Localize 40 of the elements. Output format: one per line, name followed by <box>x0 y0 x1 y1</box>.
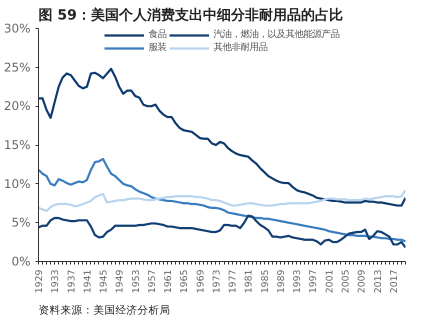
x-tick-label: 1985 <box>260 269 271 294</box>
x-tick-label: 1993 <box>292 269 304 294</box>
x-tick-label: 2009 <box>356 269 368 294</box>
x-tick-label: 1981 <box>244 269 255 294</box>
y-tick-label: 0% <box>11 254 31 268</box>
legend-label: 服装 <box>148 41 168 54</box>
line-series <box>38 188 406 212</box>
x-tick-label: 1989 <box>276 269 287 294</box>
x-tick-label: 2005 <box>340 269 352 294</box>
y-tick-label: 25% <box>4 60 30 74</box>
legend-label: 其他非耐用品 <box>214 41 268 54</box>
x-tick-label: 1977 <box>228 269 239 294</box>
x-tick-label: 1973 <box>211 269 222 294</box>
line-series <box>38 158 406 242</box>
x-tick-label: 1997 <box>308 269 320 294</box>
x-tick-label: 1957 <box>146 269 158 294</box>
legend-label: 食品 <box>148 28 168 41</box>
chart-title: 图 59：美国个人消费支出中细分非耐用品的占比 <box>38 6 343 24</box>
x-tick-label: 1945 <box>98 269 110 294</box>
line-series <box>38 68 406 207</box>
line-series <box>38 214 406 249</box>
x-tick-label: 2017 <box>388 269 400 294</box>
x-tick-label: 1933 <box>50 269 62 294</box>
x-tick-label: 1949 <box>114 269 126 294</box>
y-tick-label: 5% <box>11 216 31 230</box>
x-tick-label: 1929 <box>34 269 45 294</box>
x-tick-label: 2001 <box>324 269 336 294</box>
x-tick-label: 1969 <box>195 269 206 294</box>
x-tick-label: 1965 <box>179 269 190 294</box>
y-tick-label: 30% <box>4 22 30 36</box>
x-tick-label: 1953 <box>130 269 142 294</box>
x-tick-label: 1941 <box>82 269 94 294</box>
y-tick-label: 10% <box>4 176 30 191</box>
text: 资料来源：美国经济分析局 <box>38 304 170 316</box>
x-tick-label: 1937 <box>66 269 78 294</box>
x-tick-label: 1961 <box>163 269 174 294</box>
y-tick-label: 20% <box>4 99 30 114</box>
y-tick-label: 15% <box>4 138 30 152</box>
legend-label: 汽油，燃油，以及其他能源产品 <box>214 28 340 41</box>
x-tick-label: 2013 <box>372 269 384 294</box>
